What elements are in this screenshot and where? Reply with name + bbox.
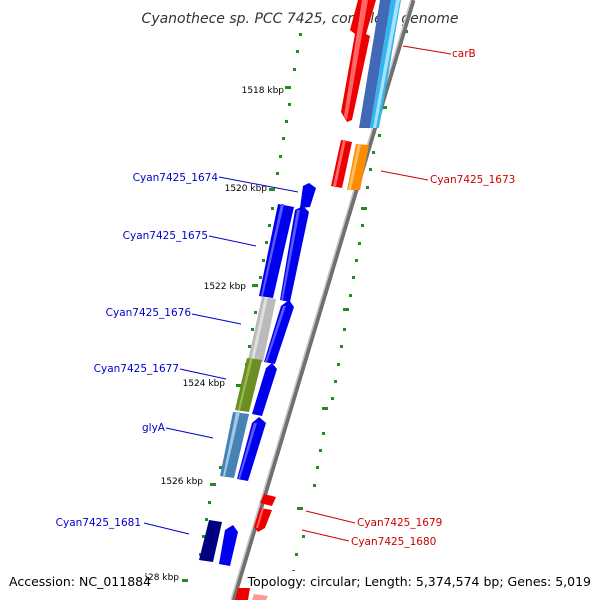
kbp-label: 1522 kbp (204, 282, 247, 292)
kbp-labels: 1518 kbp 1520 kbp 1522 kbp 1524 kbp 1526… (137, 86, 285, 583)
gene-labels-right: carB Cyan7425_1673 Cyan7425_1679 Cyan742… (351, 48, 515, 548)
gene-label-cyan7425-1680[interactable]: Cyan7425_1680 (351, 536, 436, 548)
gene-label-carB[interactable]: carB (452, 48, 476, 60)
kbp-label: 1526 kbp (161, 477, 204, 487)
gene-arrow-glyA-rev[interactable] (220, 412, 249, 478)
accession-text: Accession: NC_011884 (9, 574, 151, 589)
gene-label-cyan7425-1679[interactable]: Cyan7425_1679 (357, 517, 442, 529)
topology-text: Topology: circular; Length: 5,374,574 bp… (247, 574, 591, 589)
gene-label-cyan7425-1674[interactable]: Cyan7425_1674 (133, 172, 219, 184)
footer: Accession: NC_011884 Topology: circular;… (5, 571, 595, 591)
gene-arrow-carB[interactable] (341, 0, 376, 122)
leader-lines-left (143, 176, 299, 535)
gene-arrow-cyan7425-1673[interactable] (347, 144, 369, 190)
gene-labels-left: Cyan7425_1674 Cyan7425_1675 Cyan7425_167… (56, 172, 219, 529)
gene-arrow-cyan7425-1675[interactable] (280, 206, 309, 302)
gene-arrow-cyan7425-1681[interactable] (199, 520, 238, 566)
gene-label-cyan7425-1675[interactable]: Cyan7425_1675 (123, 230, 208, 242)
gene-arrow-cyan7425-1679[interactable] (260, 494, 276, 506)
gene-arrow-bottom-red[interactable] (235, 588, 268, 600)
forward-genes-track (237, 0, 401, 481)
gene-label-cyan7425-1681[interactable]: Cyan7425_1681 (56, 517, 141, 529)
gene-arrow-cyan7425-1676-rev[interactable] (248, 297, 276, 362)
gene-label-cyan7425-1676[interactable]: Cyan7425_1676 (106, 307, 192, 319)
leader-lines-right (301, 45, 452, 542)
kbp-label: 1520 kbp (225, 184, 268, 194)
gene-arrow-cyan7425-1677-rev[interactable] (235, 358, 262, 412)
gene-label-glyA[interactable]: glyA (142, 422, 166, 434)
gene-arrow-cyan7425-1677[interactable] (252, 363, 277, 416)
reverse-genes-track (199, 204, 294, 600)
kbp-label: 1528 kbp (137, 573, 180, 583)
gene-arrow-cyan7425-1675-rev[interactable] (259, 204, 294, 298)
gene-arrow-cyan7425-1680[interactable] (254, 508, 272, 532)
footer-accession-bg (5, 571, 145, 591)
gene-label-cyan7425-1673[interactable]: Cyan7425_1673 (430, 174, 515, 186)
gene-arrow-cyan7425-1676[interactable] (264, 300, 294, 364)
kbp-label: 1518 kbp (242, 86, 285, 96)
gene-arrow-cyan7425-1674[interactable] (300, 183, 316, 208)
gene-label-cyan7425-1677[interactable]: Cyan7425_1677 (94, 363, 179, 375)
kbp-label: 1524 kbp (183, 379, 226, 389)
gene-arrow-carB-blue[interactable] (359, 0, 401, 128)
gene-arrow-glyA[interactable] (237, 417, 266, 481)
footer-topology-bg (255, 571, 595, 591)
gene-arrow-cyan7425-1672[interactable] (331, 140, 352, 188)
